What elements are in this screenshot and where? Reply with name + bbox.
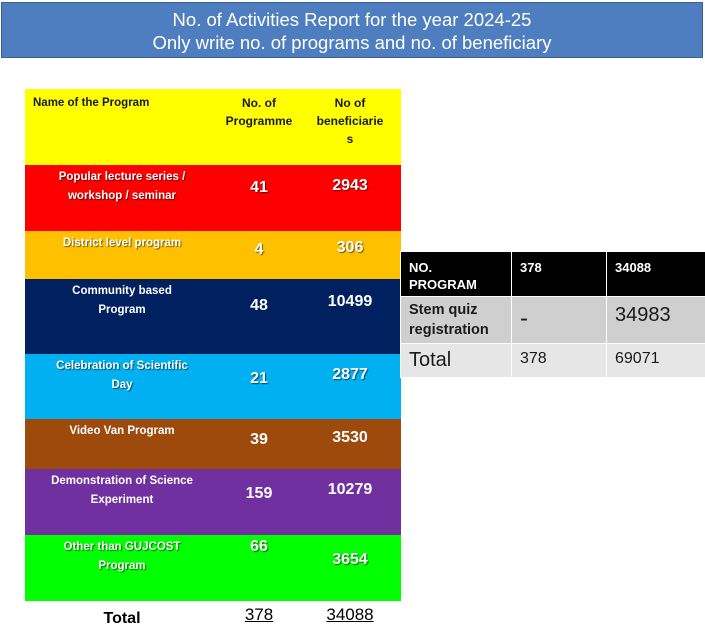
beneficiary-count: 3654 bbox=[299, 535, 401, 601]
report-title-banner: No. of Activities Report for the year 20… bbox=[1, 2, 703, 58]
summary-total-label: Total bbox=[401, 344, 512, 378]
table-row: District level program 4 306 bbox=[25, 231, 401, 279]
beneficiary-count: 10279 bbox=[299, 469, 401, 535]
programme-count: 4 bbox=[219, 231, 299, 279]
summary-header-line: NO. bbox=[409, 259, 511, 276]
table-row: Other than GUJCOST Program 66 3654 bbox=[25, 535, 401, 601]
summary-header-label: NO. PROGRAM bbox=[401, 252, 512, 297]
activities-table: Name of the Program No. of Programme No … bbox=[25, 89, 401, 641]
table-row: Community based Program 48 10499 bbox=[25, 279, 401, 354]
summary-row-beneficiaries: 34983 bbox=[607, 297, 705, 344]
table-header-row: Name of the Program No. of Programme No … bbox=[25, 89, 401, 165]
program-name-line: Community based bbox=[25, 282, 219, 301]
table-row: Celebration of Scientific Day 21 2877 bbox=[25, 354, 401, 419]
programme-count: 159 bbox=[219, 469, 299, 535]
header-beneficiaries-line: No of bbox=[299, 94, 401, 112]
total-programmes: 378 bbox=[219, 601, 299, 641]
total-label: Total bbox=[25, 601, 219, 641]
programme-count: 39 bbox=[219, 419, 299, 469]
summary-total-programs: 378 bbox=[512, 344, 607, 378]
table-total-row: Total 378 34088 bbox=[25, 601, 401, 641]
program-name: Other than GUJCOST Program bbox=[25, 535, 219, 601]
report-title: No. of Activities Report for the year 20… bbox=[2, 8, 702, 31]
programme-count: 48 bbox=[219, 279, 299, 354]
beneficiary-count: 2943 bbox=[299, 165, 401, 231]
beneficiary-count: 10499 bbox=[299, 279, 401, 354]
program-name: Popular lecture series / workshop / semi… bbox=[25, 165, 219, 231]
summary-total-beneficiaries: 69071 bbox=[607, 344, 705, 378]
program-name-line: Experiment bbox=[25, 491, 219, 510]
total-programmes-value: 378 bbox=[245, 605, 273, 624]
program-name-line: Program bbox=[25, 301, 219, 320]
programme-count: 41 bbox=[219, 165, 299, 231]
program-name-line: Video Van Program bbox=[25, 422, 219, 441]
program-name: District level program bbox=[25, 231, 219, 279]
header-no-of-programme: No. of Programme bbox=[219, 89, 299, 165]
beneficiary-count: 306 bbox=[299, 231, 401, 279]
program-name-line: Program bbox=[25, 557, 219, 576]
summary-row-programs: - bbox=[512, 297, 607, 344]
program-name: Celebration of Scientific Day bbox=[25, 354, 219, 419]
beneficiary-count: 3530 bbox=[299, 419, 401, 469]
summary-row: Stem quiz registration - 34983 bbox=[401, 297, 705, 344]
program-name-line: Other than GUJCOST bbox=[25, 538, 219, 557]
summary-header-line: PROGRAM bbox=[409, 276, 511, 293]
total-beneficiaries-value: 34088 bbox=[326, 605, 373, 624]
total-beneficiaries: 34088 bbox=[299, 601, 401, 641]
header-no-of-programme-label: No. of Programme bbox=[224, 94, 294, 130]
summary-table: NO. PROGRAM 378 34088 Stem quiz registra… bbox=[400, 251, 705, 378]
header-beneficiaries-line: beneficiarie bbox=[299, 112, 401, 130]
programme-count: 66 bbox=[219, 535, 299, 601]
header-no-of-beneficiaries: No of beneficiarie s bbox=[299, 89, 401, 165]
beneficiary-count: 2877 bbox=[299, 354, 401, 419]
program-name-line: Popular lecture series / bbox=[25, 168, 219, 187]
report-subtitle: Only write no. of programs and no. of be… bbox=[2, 31, 702, 54]
header-program-name: Name of the Program bbox=[25, 89, 219, 165]
program-name-line: District level program bbox=[25, 234, 219, 253]
program-name-line: Day bbox=[25, 376, 219, 395]
header-beneficiaries-line: s bbox=[299, 130, 401, 148]
summary-row-label: Stem quiz registration bbox=[401, 297, 512, 344]
summary-header-row: NO. PROGRAM 378 34088 bbox=[401, 252, 705, 297]
summary-row-label-line: registration bbox=[409, 320, 511, 340]
program-name: Video Van Program bbox=[25, 419, 219, 469]
table-row: Popular lecture series / workshop / semi… bbox=[25, 165, 401, 231]
summary-total-row: Total 378 69071 bbox=[401, 344, 705, 378]
summary-row-label-line: Stem quiz bbox=[409, 300, 511, 320]
program-name: Community based Program bbox=[25, 279, 219, 354]
program-name-line: Demonstration of Science bbox=[25, 472, 219, 491]
program-name: Demonstration of Science Experiment bbox=[25, 469, 219, 535]
program-name-line: Celebration of Scientific bbox=[25, 357, 219, 376]
program-name-line: workshop / seminar bbox=[25, 187, 219, 206]
table-row: Demonstration of Science Experiment 159 … bbox=[25, 469, 401, 535]
programme-count: 21 bbox=[219, 354, 299, 419]
table-row: Video Van Program 39 3530 bbox=[25, 419, 401, 469]
summary-header-programs: 378 bbox=[512, 252, 607, 297]
summary-header-beneficiaries: 34088 bbox=[607, 252, 705, 297]
